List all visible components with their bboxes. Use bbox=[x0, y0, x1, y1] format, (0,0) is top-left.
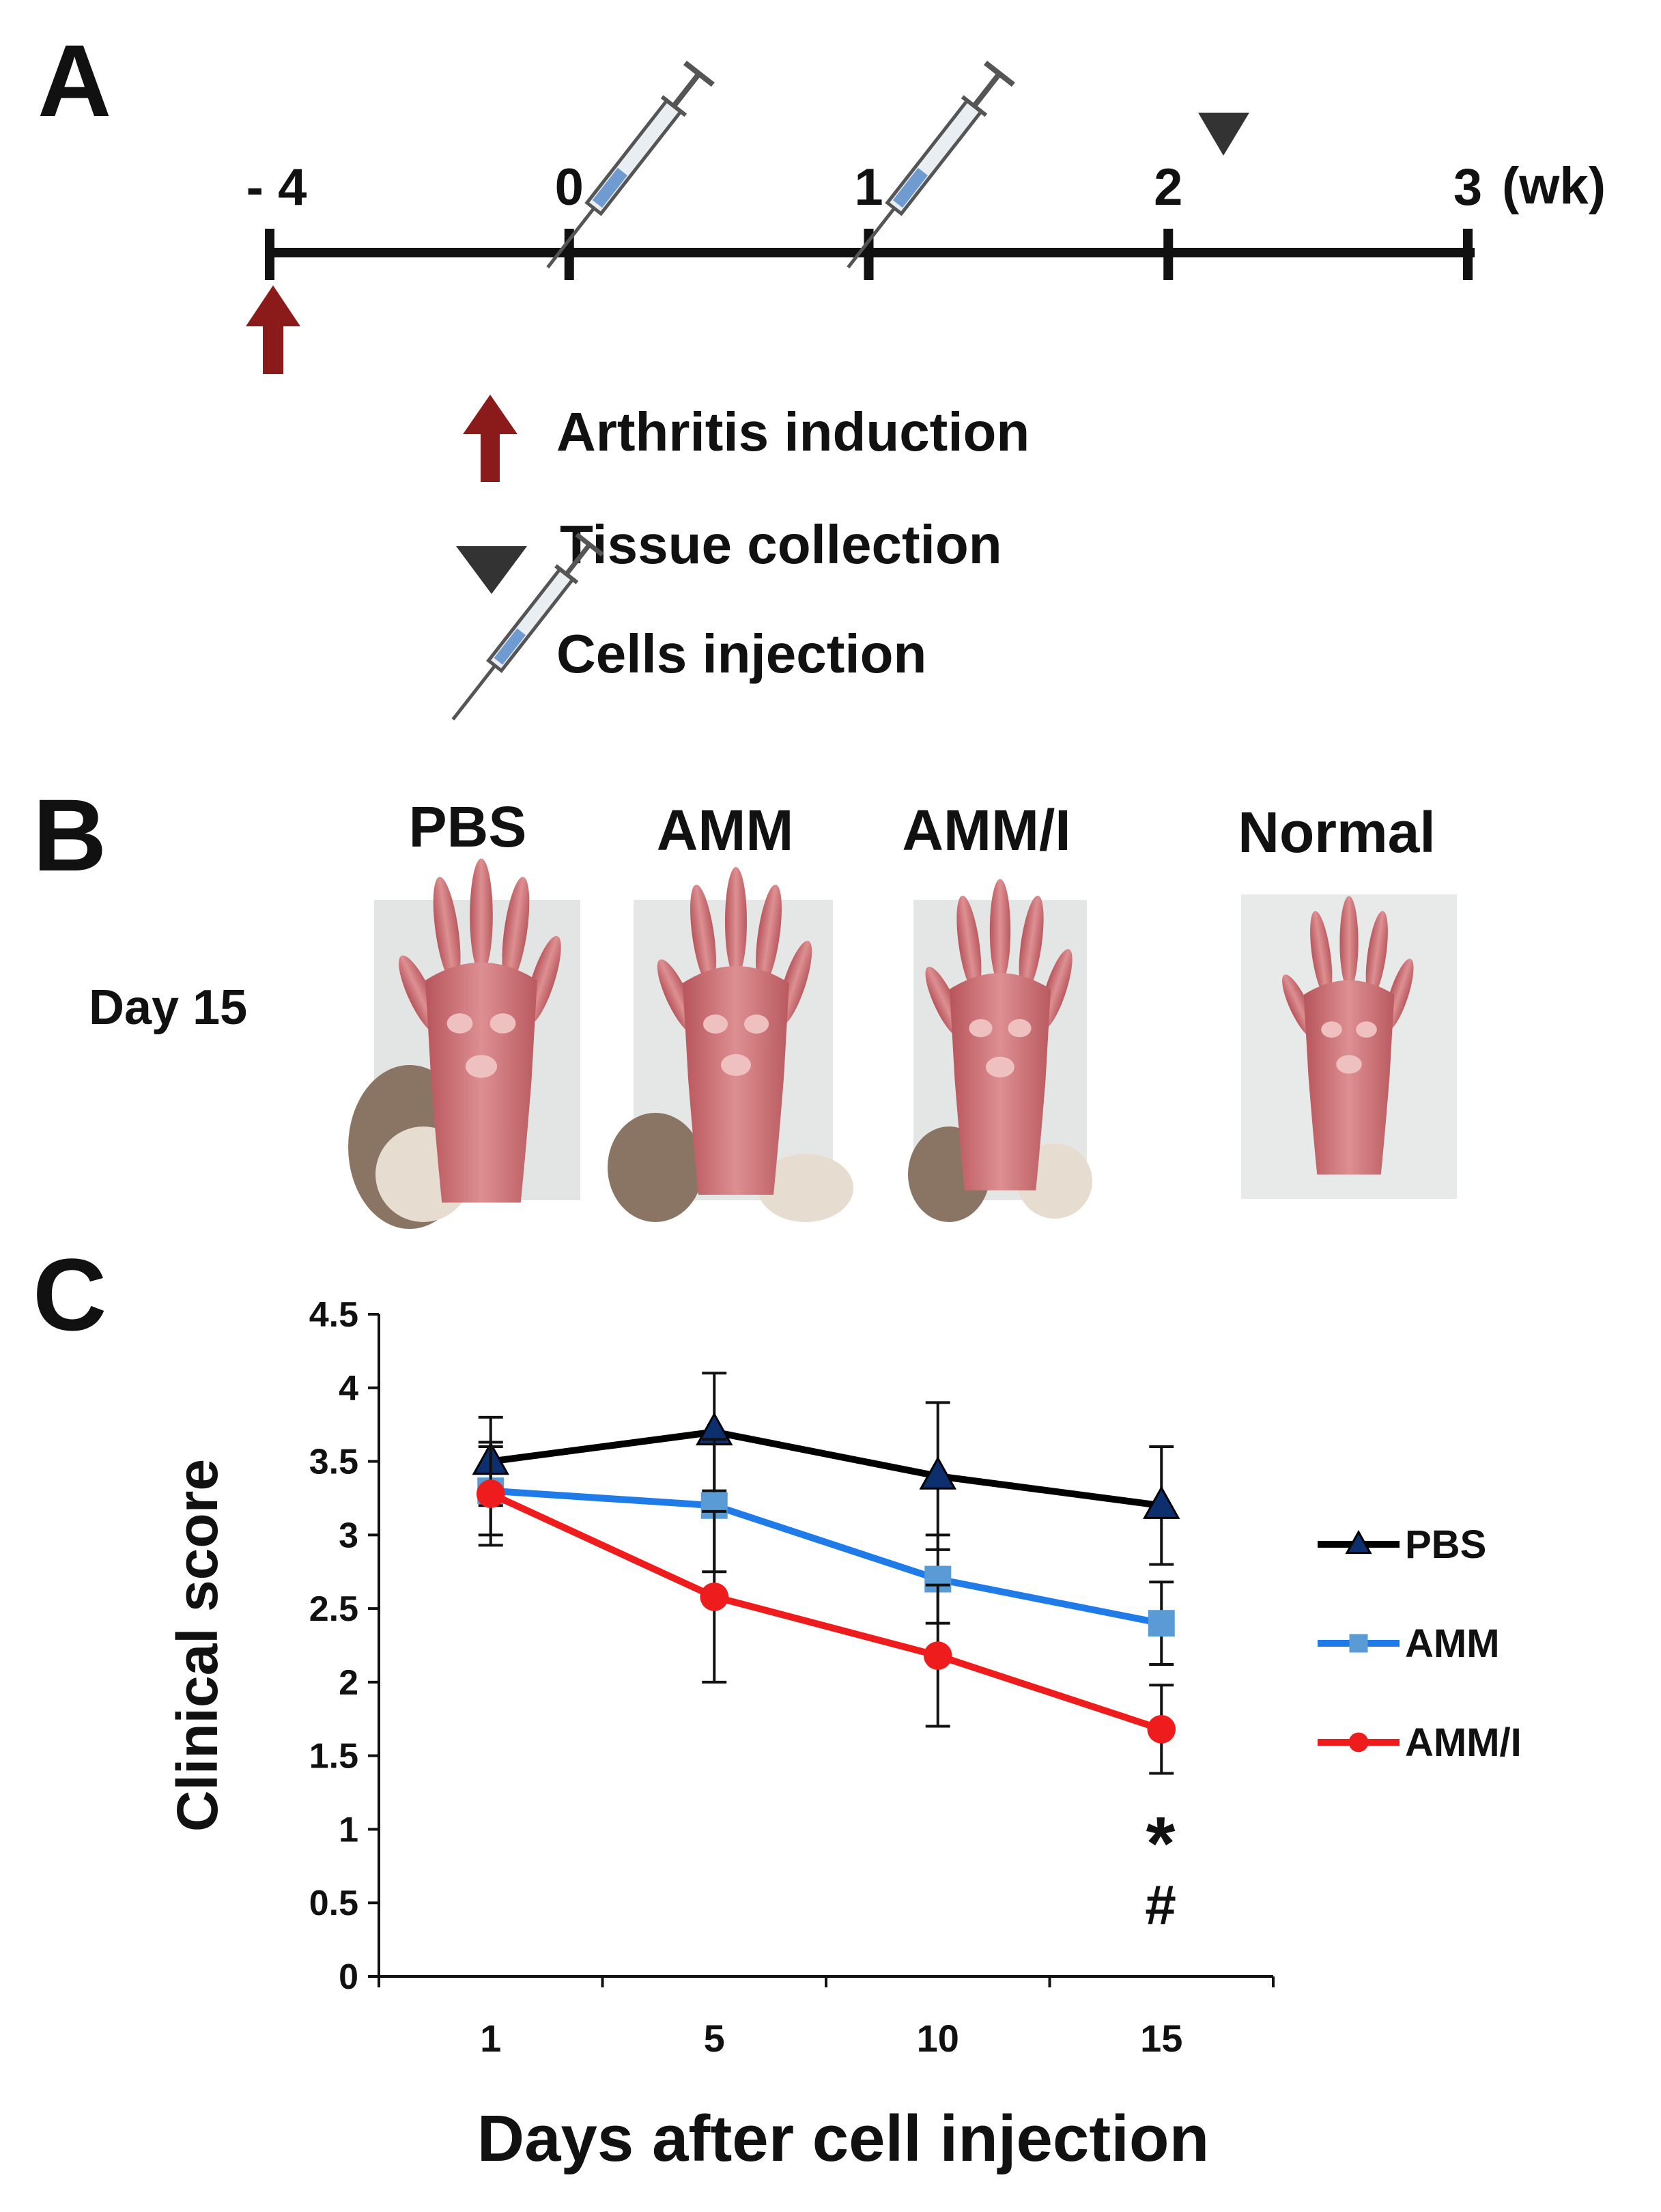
x-tick-label: 5 bbox=[704, 2017, 725, 2060]
data-point bbox=[919, 1456, 957, 1490]
red-arrow-icon bbox=[246, 285, 300, 374]
timeline-unit: (wk) bbox=[1502, 157, 1606, 215]
clinical-score-chart: 00.511.522.533.544.5 1 5 10 15 Clinical sco… bbox=[165, 1295, 1522, 2175]
timeline-tick-label: - 4 bbox=[246, 158, 307, 216]
panel-c-letter: C bbox=[33, 1237, 107, 1352]
series-amm bbox=[477, 1438, 1175, 1667]
legend-entry-amm: AMM bbox=[1318, 1621, 1500, 1666]
syringe-icon bbox=[546, 60, 715, 269]
y-tick-label: 0.5 bbox=[309, 1884, 358, 1923]
y-tick-label: 2.5 bbox=[309, 1589, 358, 1629]
y-tick-label: 1 bbox=[339, 1810, 358, 1849]
x-tick-label: 1 bbox=[480, 2017, 501, 2060]
data-point bbox=[1147, 1715, 1176, 1744]
legend-marker bbox=[1345, 1529, 1372, 1555]
series-line-amm-i bbox=[489, 1490, 1163, 1733]
y-tick-label: 0 bbox=[339, 1957, 358, 1997]
y-axis-label: Clinical score bbox=[165, 1459, 229, 1832]
data-point bbox=[923, 1641, 952, 1670]
legend-entry-amm-i: AMM/I bbox=[1318, 1720, 1522, 1765]
legend-label: AMM bbox=[1405, 1621, 1500, 1666]
y-tick-label: 2 bbox=[339, 1663, 358, 1703]
timeline-legend: Arthritis induction Tissue collection Ce… bbox=[451, 395, 1030, 721]
data-point bbox=[700, 1583, 729, 1611]
legend-marker bbox=[1349, 1634, 1368, 1653]
y-tick-label: 4 bbox=[339, 1369, 358, 1408]
timeline-tick-label: 2 bbox=[1154, 158, 1182, 216]
group-label-normal: Normal bbox=[1238, 800, 1435, 864]
triangle-icon bbox=[456, 546, 527, 594]
annotation-asterisk: * bbox=[1146, 1802, 1176, 1886]
timeline-tick-label: 3 bbox=[1453, 158, 1482, 216]
x-axis-label: Days after cell injection bbox=[477, 2102, 1209, 2175]
data-point bbox=[1148, 1610, 1175, 1637]
series-line-pbs bbox=[490, 1428, 1162, 1509]
legend-entry-pbs: PBS bbox=[1318, 1522, 1486, 1567]
y-tick-label: 1.5 bbox=[309, 1737, 358, 1776]
chart-legend: PBS AMM AMM/I bbox=[1318, 1522, 1522, 1765]
paw-photo-pbs bbox=[348, 858, 580, 1229]
series-amm-i bbox=[476, 1441, 1176, 1775]
annotation-hash: # bbox=[1145, 1874, 1176, 1936]
legend-label: AMM/I bbox=[1405, 1720, 1522, 1765]
group-label-pbs: PBS bbox=[409, 795, 527, 859]
panel-b-letter: B bbox=[33, 778, 107, 892]
timeline-tick-label: 1 bbox=[854, 158, 883, 216]
data-point bbox=[1142, 1486, 1180, 1519]
syringe-icon bbox=[847, 60, 1015, 269]
paw-photo-amm-i bbox=[908, 879, 1092, 1222]
red-arrow-icon bbox=[463, 395, 517, 482]
x-tick-label: 15 bbox=[1140, 2017, 1182, 2060]
legend-marker bbox=[1348, 1732, 1369, 1753]
group-label-amm: AMM bbox=[657, 798, 794, 862]
legend-label-cells-injection: Cells injection bbox=[556, 623, 926, 684]
group-label-amm-i: AMM/I bbox=[902, 798, 1070, 862]
paw-photo-normal bbox=[1241, 894, 1457, 1199]
paw-photo-amm bbox=[608, 867, 853, 1222]
series-line-amm bbox=[490, 1487, 1163, 1627]
timeline-tick-label: 0 bbox=[555, 158, 584, 216]
triangle-icon bbox=[1198, 113, 1249, 156]
syringe-icon bbox=[451, 533, 604, 721]
legend-label: PBS bbox=[1405, 1522, 1486, 1567]
x-tick-label: 10 bbox=[917, 2017, 959, 2060]
y-tick-label: 4.5 bbox=[309, 1295, 358, 1335]
row-label-day-15: Day 15 bbox=[89, 980, 247, 1035]
y-tick-label: 3 bbox=[339, 1516, 358, 1555]
panel-a-letter: A bbox=[38, 23, 111, 138]
legend-label-tissue-collection: Tissue collection bbox=[560, 514, 1002, 575]
data-point bbox=[476, 1479, 505, 1508]
y-tick-label: 3.5 bbox=[309, 1443, 358, 1482]
legend-label-arthritis-induction: Arthritis induction bbox=[556, 401, 1030, 462]
